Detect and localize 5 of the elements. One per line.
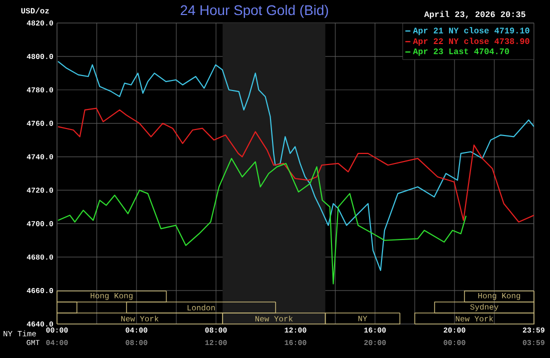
chart-title: 24 Hour Spot Gold (Bid) xyxy=(180,4,328,18)
legend-label: Apr 21 NY close 4719.10 xyxy=(412,27,530,36)
legend-label: Apr 23 Last 4704.70 xyxy=(412,48,509,56)
legend-label: Apr 22 NY close 4738.90 xyxy=(412,38,530,46)
chart-subtitle: April 23, 2026 20:35 xyxy=(424,10,526,19)
